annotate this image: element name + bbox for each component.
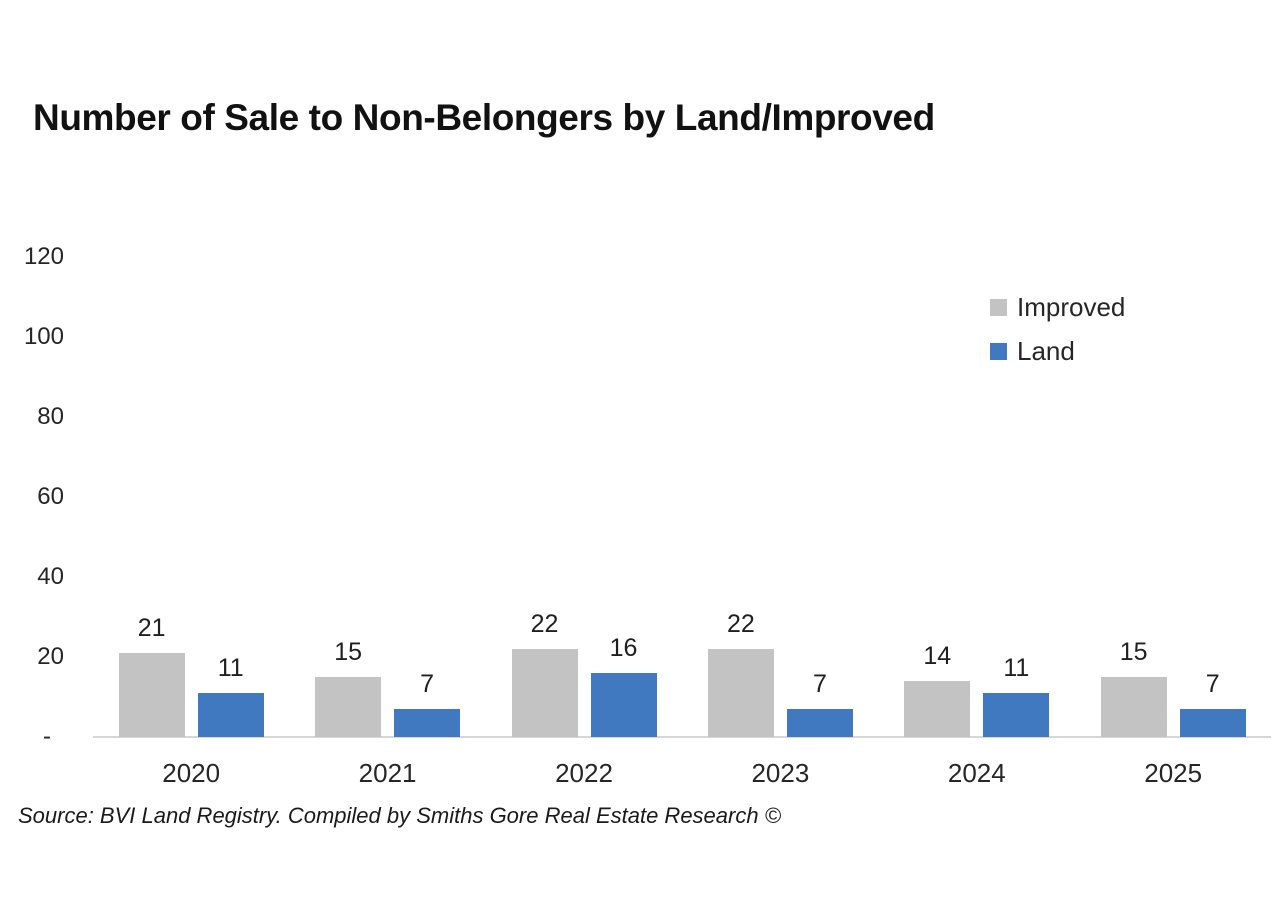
x-axis-label-2023: 2023 (751, 758, 810, 788)
bar-land-2021 (394, 709, 461, 737)
bar-value-label: 7 (1205, 670, 1220, 698)
bar-value-label: 22 (530, 610, 559, 638)
x-axis-label-2022: 2022 (555, 758, 613, 788)
bar-value-label: 11 (1003, 654, 1030, 682)
bar-land-2024 (983, 693, 1050, 737)
bar-value-label: 7 (420, 670, 435, 698)
y-axis-tick-label: 80 (37, 403, 64, 430)
bar-value-label: 21 (137, 614, 166, 642)
legend-swatch-improved (990, 298, 1007, 316)
x-axis-label-2020: 2020 (162, 758, 221, 788)
bar-value-label: 22 (726, 610, 755, 638)
legend-label: Improved (1017, 291, 1126, 322)
bar-value-label: 15 (334, 638, 362, 666)
bar-value-label: 14 (923, 642, 952, 670)
bar-improved-2021 (315, 677, 382, 737)
bar-improved-2022 (511, 649, 578, 737)
y-axis-tick-label: 60 (37, 483, 64, 510)
y-axis-tick-label: 20 (37, 643, 64, 670)
x-axis-line (93, 736, 1272, 738)
chart-title: Number of Sale to Non-Belongers by Land/… (33, 97, 935, 138)
y-axis-tick-label: 40 (37, 563, 64, 590)
bar-value-label: 11 (217, 654, 244, 682)
legend-swatch-land (990, 342, 1007, 360)
bar-value-label: 16 (609, 634, 638, 662)
x-axis-label-2021: 2021 (358, 758, 417, 788)
x-axis-label-2024: 2024 (947, 758, 1006, 788)
x-axis-label-2025: 2025 (1144, 758, 1203, 788)
source-note: Source: BVI Land Registry. Compiled by S… (18, 803, 781, 828)
legend-item-improved: Improved (990, 292, 1125, 322)
bar-land-2022 (590, 673, 657, 737)
bar-land-2023 (786, 709, 853, 737)
legend-item-land: Land (990, 336, 1075, 366)
bar-value-label: 15 (1119, 638, 1148, 666)
bar-value-label: 7 (812, 670, 827, 698)
bar-improved-2023 (707, 649, 774, 737)
bar-improved-2024 (904, 681, 971, 737)
legend-label: Land (1017, 335, 1075, 366)
y-axis-tick-label: - (43, 723, 51, 750)
bar-land-2020 (197, 693, 264, 737)
y-axis-tick-label: 120 (23, 243, 64, 270)
bar-improved-2020 (118, 653, 185, 737)
y-axis-tick-label: 100 (23, 323, 64, 350)
bar-land-2025 (1179, 709, 1246, 737)
bar-improved-2025 (1100, 677, 1167, 737)
